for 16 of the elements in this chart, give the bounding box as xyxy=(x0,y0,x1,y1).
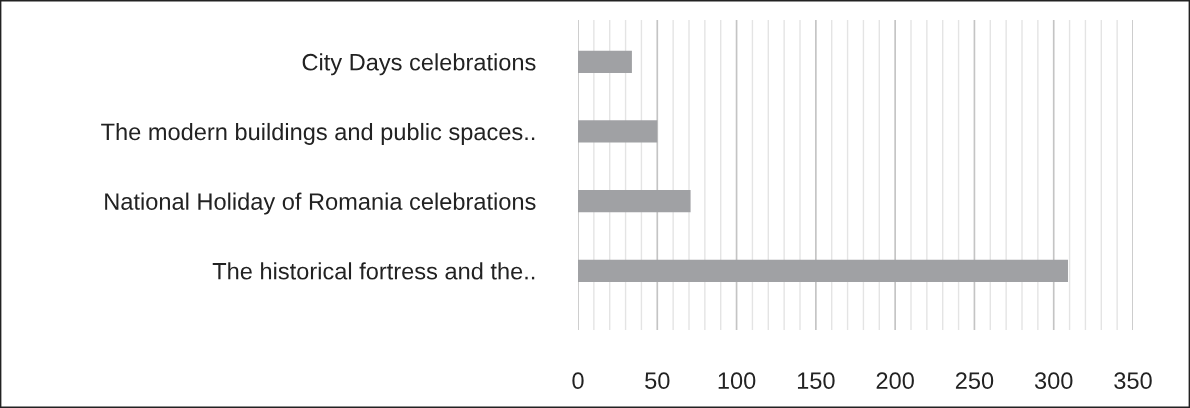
x-tick-label: 250 xyxy=(955,372,994,390)
bar xyxy=(578,189,691,213)
x-tick-label: 0 xyxy=(572,372,584,390)
x-tick-label: 350 xyxy=(1114,372,1152,390)
x-tick-label: 300 xyxy=(1034,372,1073,390)
x-tick-label: 150 xyxy=(797,372,835,390)
x-tick-label: 200 xyxy=(876,372,914,390)
y-tick-label: The historical fortress and the.. xyxy=(212,262,535,280)
bar xyxy=(578,259,1068,282)
y-tick-label: National Holiday of Romania celebrations xyxy=(105,192,536,215)
x-tick-label: 50 xyxy=(645,372,670,390)
y-tick-label: City Days celebrations xyxy=(302,53,536,76)
bar xyxy=(578,50,632,73)
bar xyxy=(578,120,658,143)
x-tick-label: 100 xyxy=(718,372,756,390)
y-tick-label: The modern buildings and public spaces.. xyxy=(101,122,535,145)
